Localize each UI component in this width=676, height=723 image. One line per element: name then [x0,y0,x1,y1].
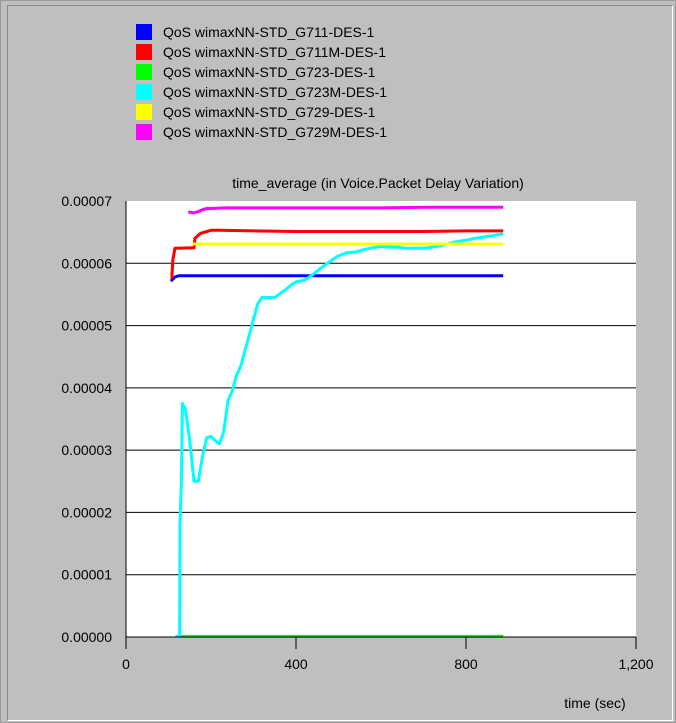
x-tick-label: 0 [122,656,130,672]
legend-item: QoS wimaxNN-STD_G711M-DES-1 [136,44,386,60]
y-tick-label: 0.00003 [61,442,112,458]
y-axis-ticks: 0.00000 0.00001 0.00002 0.00003 0.00004 0.000… [61,193,112,645]
series-lines [169,205,504,638]
chart-frame [7,5,673,721]
legend-swatch-qos-wimaxnn-std-g729m-des-1 [136,124,152,140]
chart-title: time_average (in Voice.Packet Delay Vari… [232,175,524,191]
series-line-qos-wimaxnn-std-g711m-des-1 [170,228,504,279]
x-axis-ticks: 0 400 800 1,200 [122,637,654,672]
legend-swatch-qos-wimaxnn-std-g723m-des-1 [136,84,152,100]
legend-item: QoS wimaxNN-STD_G723M-DES-1 [136,84,387,100]
legend-item: QoS wimaxNN-STD_G711-DES-1 [136,24,375,40]
y-tick-label: 0.00006 [61,255,112,271]
legend-label-qos-wimaxnn-std-g723-des-1: QoS wimaxNN-STD_G723-DES-1 [163,64,376,80]
legend: QoS wimaxNN-STD_G711-DES-1 QoS wimaxNN-ST… [136,24,387,140]
x-tick-label: 400 [284,656,308,672]
legend-label-qos-wimaxnn-std-g723m-des-1: QoS wimaxNN-STD_G723M-DES-1 [163,84,387,100]
x-tick-label: 800 [454,656,478,672]
y-tick-label: 0.00005 [61,318,112,334]
y-tick-label: 0.00004 [61,380,112,396]
legend-item: QoS wimaxNN-STD_G729-DES-1 [136,104,376,120]
series-line-qos-wimaxnn-std-g711-des-1 [169,274,504,283]
legend-swatch-qos-wimaxnn-std-g729-des-1 [136,104,152,120]
legend-swatch-qos-wimaxnn-std-g711m-des-1 [136,44,152,60]
legend-label-qos-wimaxnn-std-g729m-des-1: QoS wimaxNN-STD_G729M-DES-1 [163,124,387,140]
series-line-qos-wimaxnn-std-g723m-des-1 [175,232,504,638]
axes [125,201,636,638]
y-tick-label: 0.00000 [61,629,112,645]
gridlines [126,262,636,576]
y-tick-label: 0.00001 [61,567,112,583]
legend-swatch-qos-wimaxnn-std-g711-des-1 [136,24,152,40]
legend-item: QoS wimaxNN-STD_G729M-DES-1 [136,124,387,140]
y-tick-label: 0.00002 [61,504,112,520]
y-tick-label: 0.00007 [61,193,112,209]
legend-label-qos-wimaxnn-std-g711-des-1: QoS wimaxNN-STD_G711-DES-1 [163,24,375,40]
x-axis-label: time (sec) [564,695,625,711]
plot-area [126,201,636,637]
legend-label-qos-wimaxnn-std-g729-des-1: QoS wimaxNN-STD_G729-DES-1 [163,104,376,120]
series-line-qos-wimaxnn-std-g729m-des-1 [188,205,504,215]
x-tick-label: 1,200 [618,656,653,672]
legend-item: QoS wimaxNN-STD_G723-DES-1 [136,64,376,80]
legend-label-qos-wimaxnn-std-g711m-des-1: QoS wimaxNN-STD_G711M-DES-1 [163,44,386,60]
legend-swatch-qos-wimaxnn-std-g723-des-1 [136,64,152,80]
